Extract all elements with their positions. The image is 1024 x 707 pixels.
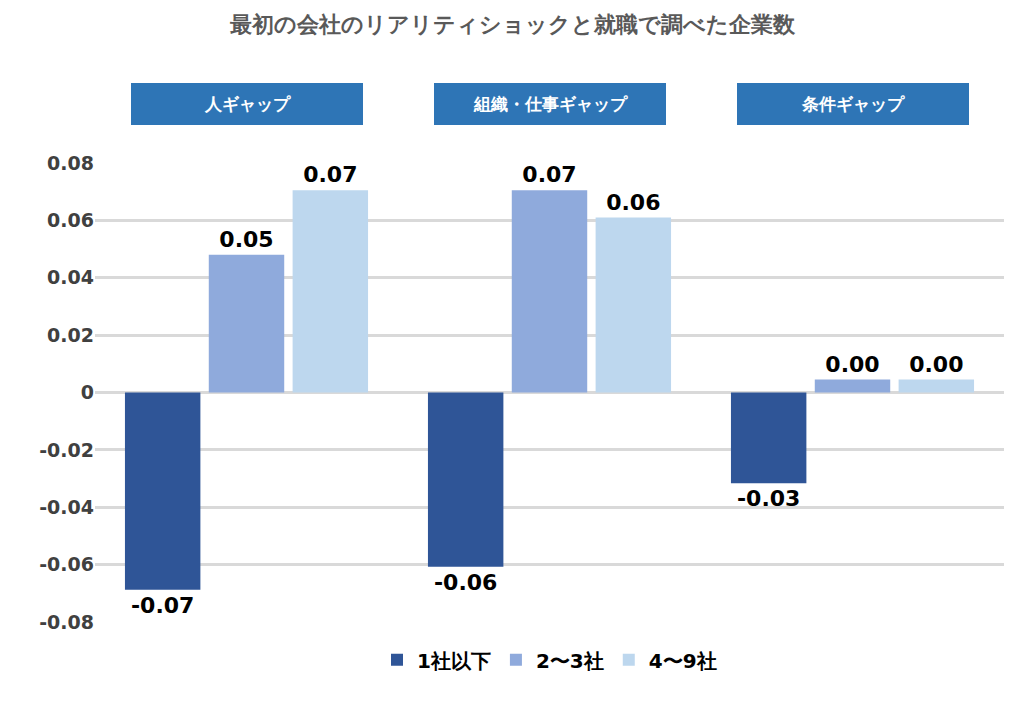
svg-text:0.02: 0.02 bbox=[47, 324, 94, 346]
svg-text:-0.08: -0.08 bbox=[39, 611, 94, 633]
svg-text:-0.06: -0.06 bbox=[434, 570, 497, 595]
svg-text:0.04: 0.04 bbox=[47, 266, 94, 288]
svg-text:組織・仕事ギャップ: 組織・仕事ギャップ bbox=[473, 94, 628, 114]
svg-text:最初の会社のリアリティショックと就職で調べた企業数: 最初の会社のリアリティショックと就職で調べた企業数 bbox=[229, 12, 796, 37]
svg-text:-0.02: -0.02 bbox=[39, 439, 94, 461]
svg-text:4〜9社: 4〜9社 bbox=[649, 649, 717, 673]
svg-text:0: 0 bbox=[81, 381, 94, 403]
svg-text:-0.06: -0.06 bbox=[39, 553, 94, 575]
svg-text:0.07: 0.07 bbox=[522, 162, 576, 187]
svg-text:-0.07: -0.07 bbox=[131, 593, 194, 618]
svg-text:0.06: 0.06 bbox=[47, 209, 94, 231]
svg-text:-0.03: -0.03 bbox=[737, 486, 800, 511]
svg-text:0.00: 0.00 bbox=[909, 352, 963, 377]
svg-text:0.05: 0.05 bbox=[219, 227, 273, 252]
svg-text:2〜3社: 2〜3社 bbox=[536, 649, 604, 673]
svg-text:1社以下: 1社以下 bbox=[417, 649, 491, 673]
svg-text:0.07: 0.07 bbox=[303, 162, 357, 187]
svg-text:0.00: 0.00 bbox=[825, 352, 879, 377]
svg-text:条件ギャップ: 条件ギャップ bbox=[801, 94, 905, 114]
svg-text:-0.04: -0.04 bbox=[39, 496, 94, 518]
svg-text:人ギャップ: 人ギャップ bbox=[204, 94, 291, 114]
svg-text:0.06: 0.06 bbox=[606, 190, 660, 215]
svg-text:0.08: 0.08 bbox=[47, 152, 94, 174]
